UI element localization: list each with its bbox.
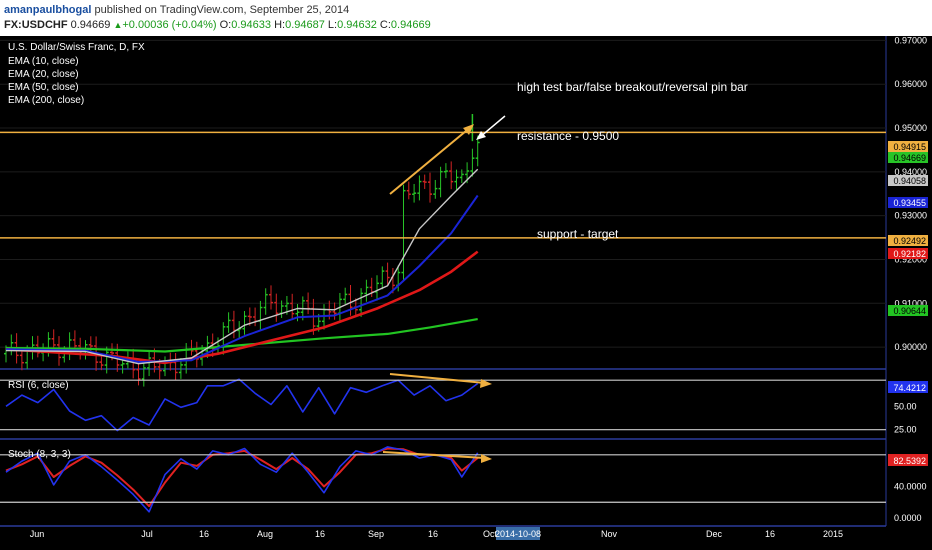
cursor-date-box: [496, 527, 540, 540]
trend-arrow-stoch: [382, 451, 486, 459]
symbol-label: FX:USDCHF: [4, 19, 68, 31]
levels-layer: 25.00 50.00 0.0000 40.0000: [0, 131, 927, 523]
annotation-resistance: resistance - 0.9500: [517, 129, 619, 143]
trend-arrow-rsi: [389, 373, 486, 384]
rsi-badge: [888, 381, 928, 393]
ema50-badge-text: 0.92182: [893, 249, 926, 259]
rsi-badge-text: 74.4212: [893, 383, 926, 393]
ema50-line: [5, 250, 479, 365]
time-tick-label: Dec: [706, 529, 723, 539]
high-value: 0.94687: [285, 19, 325, 31]
legend-title: U.S. Dollar/Swiss Franc, D, FX: [8, 42, 145, 53]
price-axis-badges: 0.94915 0.94669 0.94058 0.93455 0.92492 …: [888, 141, 928, 466]
price-tick-label: 0.90000: [894, 342, 927, 352]
ema10-badge: [888, 175, 928, 186]
up-arrow-icon: ▲: [113, 20, 123, 30]
arrowhead-rsi: [480, 379, 492, 388]
time-tick-label: Jun: [30, 529, 45, 539]
time-tick-label: 16: [765, 529, 775, 539]
rsi-tick-label: 50.00: [894, 401, 917, 411]
stoch-label: Stoch (8, 3, 3): [8, 449, 71, 460]
close-value: 0.94669: [390, 19, 431, 31]
price-tick-label: 0.96000: [894, 79, 927, 89]
low-label: L:: [327, 19, 338, 31]
ema20-line: [5, 194, 479, 363]
rsi-tick-label: 25.00: [894, 425, 917, 435]
annotation-pinbar: high test bar/false breakout/reversal pi…: [517, 80, 748, 94]
time-axis: Jun Jul 16 Aug 16 Sep 16 Oct Nov Dec 16 2015: [30, 529, 843, 539]
price-change: +0.00036 (+0.04%): [122, 19, 217, 31]
price-tick-label: 0.91000: [894, 298, 927, 308]
annotation-support: support - target: [537, 227, 619, 241]
ema200-badge-text: 0.90644: [893, 306, 926, 316]
legend-ema200: EMA (200, close): [8, 95, 84, 106]
price-tick-label: 0.97000: [894, 36, 927, 45]
price-tick-label: 0.92000: [894, 254, 927, 264]
cursor-date: 2014-10-08: [495, 529, 541, 539]
legend-ema50: EMA (50, close): [8, 82, 79, 93]
trend-arrow-price: [389, 125, 473, 195]
arrowhead-price: [463, 124, 474, 135]
arrowhead-pointer: [476, 131, 486, 140]
stoch-badge-text: 82.5392: [893, 456, 926, 466]
legend-ema10: EMA (10, close): [8, 56, 79, 67]
open-label: O:: [219, 19, 232, 31]
support-badge-text: 0.92492: [893, 236, 926, 246]
chart-canvas[interactable]: 0.90000 0.91000 0.92000 0.93000 0.94000 0.950…: [0, 36, 932, 550]
publish-text: published on TradingView.com, September …: [91, 4, 350, 16]
time-tick-label: Jul: [141, 529, 153, 539]
grid-lines: 0.90000 0.91000 0.92000 0.93000 0.94000 0.950…: [0, 36, 927, 527]
last-badge: [888, 152, 928, 163]
chart-background: [0, 36, 932, 550]
pointer-arrow: [479, 115, 506, 138]
resistance-badge: [888, 141, 928, 152]
time-tick-label: Nov: [601, 529, 618, 539]
time-tick-label: Sep: [368, 529, 384, 539]
ema20-badge: [888, 197, 928, 208]
high-label: H:: [274, 19, 286, 31]
stoch-badge: [888, 454, 928, 466]
arrowhead-stoch: [481, 454, 492, 463]
time-tick-label: 16: [199, 529, 209, 539]
legend-ema20: EMA (20, close): [8, 69, 79, 80]
stoch-tick-label: 40.0000: [894, 481, 927, 491]
time-tick-label: 16: [315, 529, 325, 539]
last-price: 0.94669: [70, 19, 111, 31]
ema20-badge-text: 0.93455: [893, 198, 926, 208]
quote-line: FX:USDCHF 0.94669 ▲+0.00036 (+0.04%) O:0…: [4, 19, 431, 31]
chart-header: amanpaulbhogal published on TradingView.…: [0, 0, 932, 38]
open-value: 0.94633: [231, 19, 272, 31]
ema10-line: [5, 168, 479, 365]
time-tick-label: Aug: [257, 529, 273, 539]
time-tick-label: Oct: [483, 529, 498, 539]
support-badge: [888, 235, 928, 246]
resistance-badge-text: 0.94915: [893, 142, 926, 152]
price-tick-label: 0.95000: [894, 123, 927, 133]
price-tick-label: 0.94000: [894, 167, 927, 177]
ema50-badge: [888, 248, 928, 259]
time-tick-label: 16: [428, 529, 438, 539]
publish-line: amanpaulbhogal published on TradingView.…: [4, 4, 349, 16]
rsi-label: RSI (6, close): [8, 380, 69, 391]
author-link[interactable]: amanpaulbhogal: [4, 4, 92, 16]
last-badge-text: 0.94669: [893, 153, 926, 163]
ema10-badge-text: 0.94058: [893, 176, 926, 186]
close-label: C:: [379, 19, 391, 31]
time-tick-label: 2015: [823, 529, 843, 539]
low-value: 0.94632: [337, 19, 377, 31]
ema200-line: [5, 318, 478, 353]
stoch-tick-label: 0.0000: [894, 513, 922, 523]
price-tick-label: 0.93000: [894, 211, 927, 221]
ema200-badge: [888, 305, 928, 316]
